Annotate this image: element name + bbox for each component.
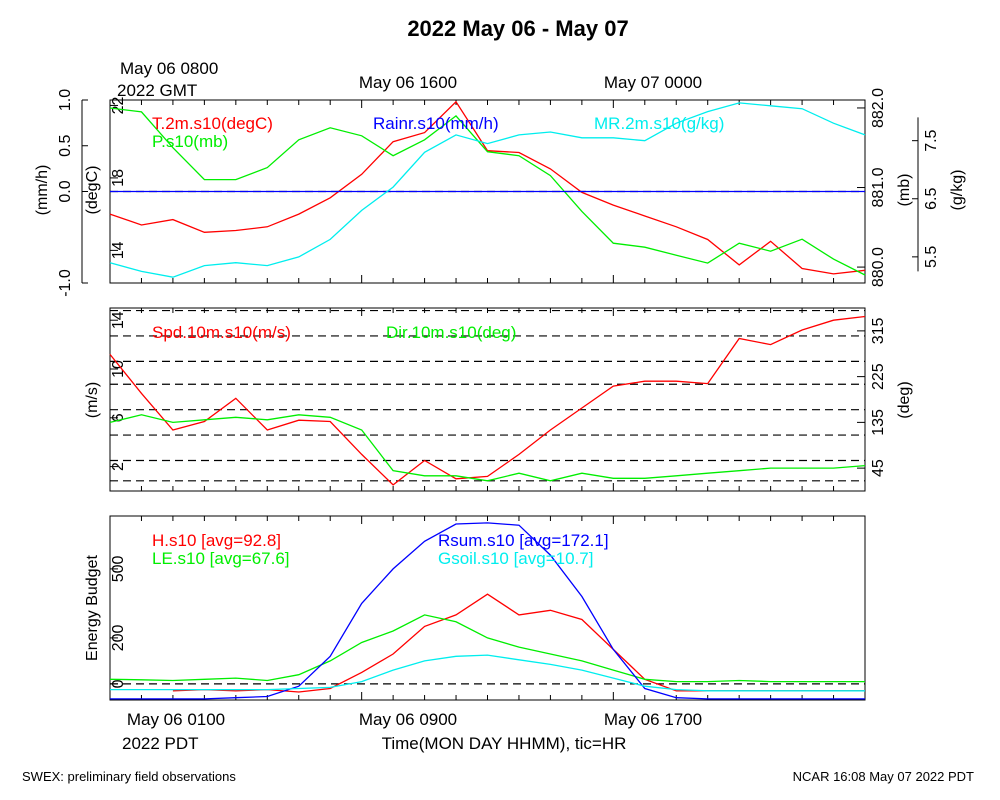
x-axis-label: Time(MON DAY HHMM), tic=HR bbox=[382, 734, 627, 753]
top-time-start: May 06 0800 bbox=[120, 59, 218, 78]
top-time-mid: May 06 1600 bbox=[359, 73, 457, 92]
legend-entry: Gsoil.s10 [avg=10.7] bbox=[438, 549, 593, 568]
top-time-start-sub: 2022 GMT bbox=[117, 81, 197, 100]
dir-axis-label: (deg) bbox=[896, 381, 913, 418]
legend-entry: Rsum.s10 [avg=172.1] bbox=[438, 531, 609, 550]
rain-tick-label: 0.5 bbox=[57, 135, 74, 157]
series-line bbox=[109, 100, 866, 275]
series-line bbox=[110, 654, 865, 692]
series-line bbox=[109, 614, 865, 683]
legend-entry: P.s10(mb) bbox=[152, 132, 228, 151]
spd-tick-label: 6 bbox=[110, 413, 127, 422]
legend-entry: Dir.10m.s10(deg) bbox=[386, 323, 516, 342]
series-line bbox=[110, 522, 865, 700]
dir-tick-label: 315 bbox=[870, 317, 887, 344]
legend-entry: H.s10 [avg=92.8] bbox=[152, 531, 281, 550]
dir-tick-label: 45 bbox=[870, 459, 887, 477]
series-line bbox=[109, 107, 866, 276]
temp-axis-label: (degC) bbox=[84, 166, 101, 215]
energy-tick-label: 200 bbox=[110, 624, 127, 651]
series-line bbox=[172, 593, 865, 693]
temp-tick-label: 22 bbox=[110, 96, 127, 114]
series-line bbox=[109, 102, 866, 278]
dir-tick-label: 225 bbox=[870, 363, 887, 390]
dir-tick-label: 135 bbox=[870, 409, 887, 436]
energy-axis-label: Energy Budget bbox=[84, 555, 101, 661]
bottom-time-start: May 06 0100 bbox=[127, 710, 225, 729]
rain-tick-label: 1.0 bbox=[57, 89, 74, 111]
temp-tick-label: 18 bbox=[110, 169, 127, 187]
legend-entry: MR.2m.s10(g/kg) bbox=[594, 114, 724, 133]
energy-tick-label: 0 bbox=[110, 679, 127, 688]
legend-entry: Rainr.s10(mm/h) bbox=[373, 114, 499, 133]
rain-axis-label: (mm/h) bbox=[34, 165, 51, 216]
panel-wind: 2 6 10 14 (m/s) 45 135 225 315 (deg) Spd.10m.s10(m… bbox=[84, 307, 913, 492]
legend-entry: Spd.10m.s10(m/s) bbox=[152, 323, 291, 342]
pres-tick-label: 881.0 bbox=[870, 167, 887, 207]
energy-tick-label: 500 bbox=[110, 555, 127, 582]
pres-tick-label: 880.0 bbox=[870, 247, 887, 287]
spd-tick-label: 2 bbox=[110, 462, 127, 471]
bottom-time-end: May 06 1700 bbox=[604, 710, 702, 729]
panel-energy-budget: 0 200 500 Energy Budget H.s10 [avg=92.8]LE.s… bbox=[84, 515, 866, 701]
bottom-time-start-sub: 2022 PDT bbox=[122, 734, 199, 753]
footer-right: NCAR 16:08 May 07 2022 PDT bbox=[793, 769, 974, 784]
bottom-time-mid: May 06 0900 bbox=[359, 710, 457, 729]
figure-title: 2022 May 06 - May 07 bbox=[407, 16, 628, 41]
pres-tick-label: 882.0 bbox=[870, 88, 887, 128]
spd-tick-label: 14 bbox=[110, 311, 127, 329]
spd-tick-label: 10 bbox=[110, 360, 127, 378]
temp-tick-label: 14 bbox=[110, 241, 127, 259]
rain-tick-label: 0.0 bbox=[57, 180, 74, 202]
series-line bbox=[109, 414, 866, 482]
spd-axis-label: (m/s) bbox=[84, 382, 101, 418]
legend-entry: T.2m.s10(degC) bbox=[152, 114, 273, 133]
footer-left: SWEX: preliminary field observations bbox=[22, 769, 236, 784]
series-line bbox=[109, 315, 866, 486]
top-time-end: May 07 0000 bbox=[604, 73, 702, 92]
mr-tick-label: 6.5 bbox=[923, 188, 940, 210]
legend-entry: LE.s10 [avg=67.6] bbox=[152, 549, 290, 568]
rain-tick-label: -1.0 bbox=[57, 269, 74, 297]
panel-temperature-pressure: -1.0 0.0 0.5 1.0 (mm/h) 14 18 22 (degC) 880.0 881.… bbox=[34, 88, 966, 297]
mr-tick-label: 7.5 bbox=[923, 129, 940, 151]
pres-axis-label: (mb) bbox=[896, 174, 913, 207]
mr-tick-label: 5.5 bbox=[923, 246, 940, 268]
mr-axis-label: (g/kg) bbox=[949, 170, 966, 211]
